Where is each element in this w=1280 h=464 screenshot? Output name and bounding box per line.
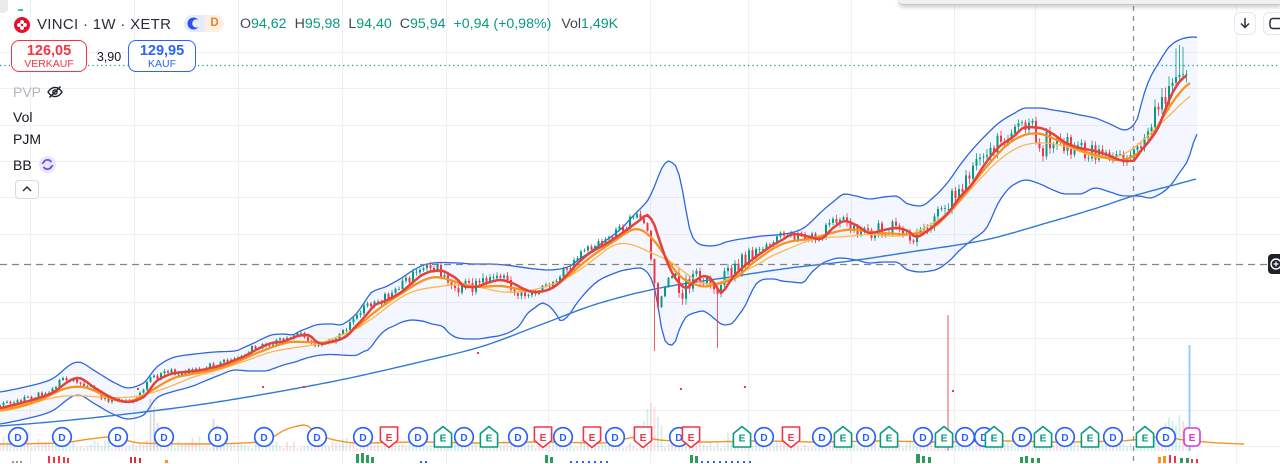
svg-text:D: D: [313, 433, 320, 444]
svg-text:E: E: [440, 433, 447, 444]
svg-text:D: D: [862, 433, 869, 444]
svg-text:D: D: [414, 433, 421, 444]
svg-text:D: D: [611, 433, 618, 444]
svg-text:E: E: [1087, 433, 1094, 444]
svg-text:E: E: [788, 433, 795, 444]
svg-text:E: E: [886, 433, 893, 444]
svg-text:D: D: [359, 433, 366, 444]
svg-text:D: D: [1061, 433, 1068, 444]
svg-text:D: D: [919, 433, 926, 444]
svg-text:D: D: [114, 433, 121, 444]
svg-text:D: D: [214, 433, 221, 444]
svg-text:D: D: [58, 433, 65, 444]
svg-text:D: D: [460, 433, 467, 444]
svg-text:E: E: [589, 433, 596, 444]
svg-text:D: D: [160, 433, 167, 444]
svg-text:D: D: [1162, 433, 1169, 444]
svg-text:D: D: [980, 433, 987, 444]
svg-text:E: E: [688, 433, 695, 444]
svg-text:D: D: [760, 433, 767, 444]
svg-text:D: D: [1109, 433, 1116, 444]
svg-text:E: E: [739, 433, 746, 444]
svg-text:E: E: [1189, 433, 1196, 444]
svg-text:E: E: [640, 433, 647, 444]
svg-text:E: E: [941, 433, 948, 444]
svg-text:D: D: [818, 433, 825, 444]
svg-text:D: D: [675, 433, 682, 444]
svg-text:E: E: [486, 433, 493, 444]
svg-text:E: E: [840, 433, 847, 444]
svg-text:D: D: [961, 433, 968, 444]
svg-text:D: D: [559, 433, 566, 444]
svg-text:E: E: [991, 433, 998, 444]
svg-text:E: E: [386, 433, 393, 444]
svg-text:D: D: [260, 433, 267, 444]
svg-text:D: D: [14, 433, 21, 444]
svg-text:E: E: [1142, 433, 1149, 444]
svg-text:D: D: [1018, 433, 1025, 444]
svg-text:E: E: [1040, 433, 1047, 444]
svg-text:E: E: [540, 433, 547, 444]
svg-text:D: D: [514, 433, 521, 444]
